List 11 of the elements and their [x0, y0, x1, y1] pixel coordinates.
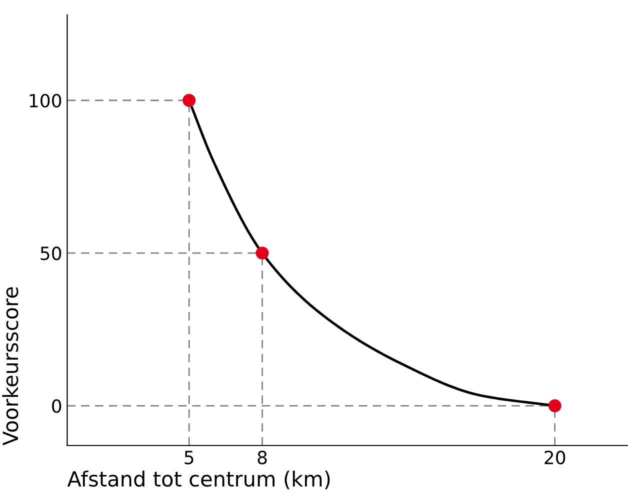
- y-tick-label: 50: [40, 246, 62, 260]
- point: [182, 94, 196, 107]
- x-tick-label: 20: [544, 450, 566, 464]
- point: [256, 246, 269, 260]
- y-axis-title: Voorkeursscore: [2, 287, 18, 446]
- y-tick-label: 0: [52, 399, 62, 413]
- point: [548, 399, 562, 412]
- x-tick-label: 5: [184, 450, 194, 464]
- x-tick-label: 8: [258, 450, 267, 464]
- x-axis-title: Afstand tot centrum (km): [67, 470, 330, 490]
- y-tick-label: 100: [30, 94, 62, 108]
